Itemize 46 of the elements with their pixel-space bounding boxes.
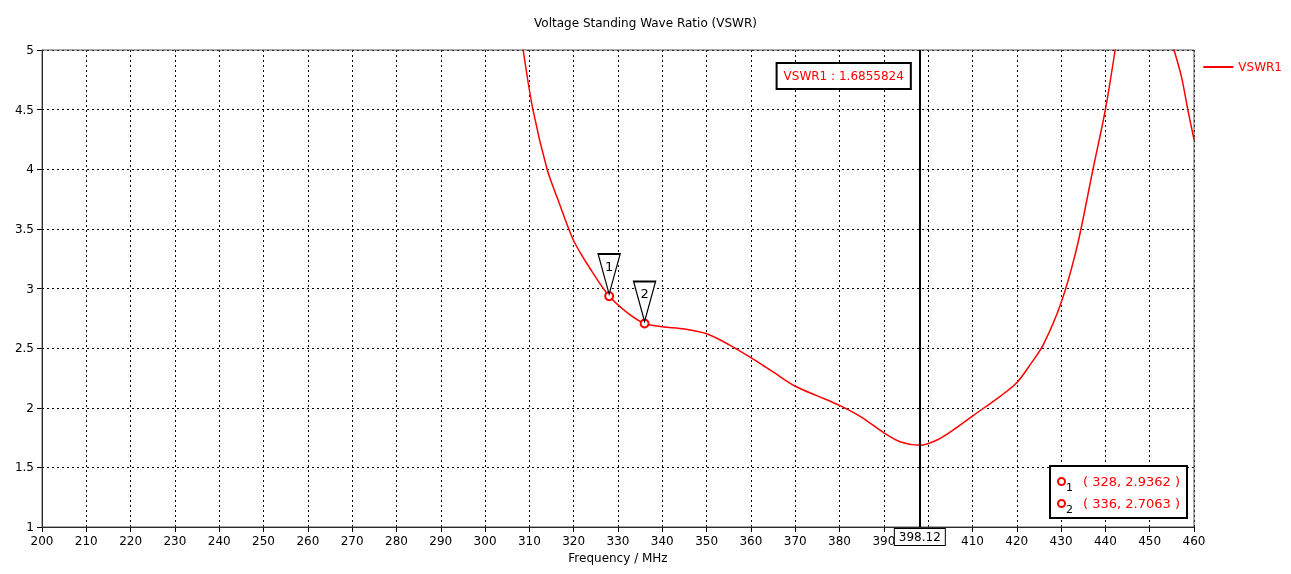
x-tick-label: 280 [385, 534, 408, 548]
x-tick-label: 410 [961, 534, 984, 548]
x-axis-title: Frequency / MHz [568, 550, 668, 565]
x-tick-label: 320 [562, 534, 586, 548]
y-tick-label: 1.5 [14, 460, 34, 475]
text: 2 [1066, 502, 1074, 516]
text: 1 [1066, 480, 1074, 494]
chart-title: Voltage Standing Wave Ratio (VSWR) [534, 16, 757, 30]
x-tick-label: 290 [429, 534, 453, 548]
annotation: VSWR1 : 1.6855824 [783, 69, 904, 83]
x-tick-label: 390 [872, 534, 896, 548]
x-tick-label: 250 [252, 534, 275, 548]
x-tick-label: 310 [517, 534, 541, 548]
y-tick-label: 4.5 [14, 102, 34, 117]
y-tick-label: 3.5 [14, 221, 34, 236]
x-tick-label: 340 [650, 534, 674, 548]
x-tick-label: 380 [828, 534, 851, 548]
annotation: 2 [640, 286, 649, 302]
x-tick-label: 210 [74, 534, 98, 548]
x-tick-label: 300 [473, 534, 497, 548]
x-tick-label: 430 [1049, 534, 1073, 548]
y-tick-label: 4 [26, 162, 34, 177]
annotation: 1 [605, 258, 614, 274]
x-tick-label: 260 [296, 534, 320, 548]
x-tick-label: 370 [783, 534, 807, 548]
x-tick-label: 440 [1093, 534, 1117, 548]
x-tick-label: 460 [1182, 534, 1206, 548]
x-tick-label: 350 [695, 534, 719, 548]
legend-label: VSWR1 [1238, 60, 1283, 74]
x-tick-label: 230 [163, 534, 187, 548]
ref-line-label: 398.12 [898, 530, 941, 544]
x-tick-label: 360 [739, 534, 763, 548]
y-tick-label: 2.5 [14, 341, 34, 356]
annotation: ( 328, 2.9362 ) [1083, 473, 1180, 489]
x-tick-label: 420 [1005, 534, 1029, 548]
y-tick-label: 5 [26, 43, 34, 57]
y-tick-label: 2 [26, 400, 34, 415]
y-tick-label: 1 [26, 520, 34, 534]
x-tick-label: 330 [606, 534, 630, 548]
x-tick-label: 200 [30, 534, 54, 548]
x-tick-label: 450 [1138, 534, 1162, 548]
x-tick-label: 270 [340, 534, 364, 548]
y-tick-label: 3 [26, 281, 34, 296]
x-tick-label: 220 [119, 534, 143, 548]
annotation: ( 336, 2.7063 ) [1083, 495, 1180, 511]
x-tick-label: 240 [207, 534, 231, 548]
